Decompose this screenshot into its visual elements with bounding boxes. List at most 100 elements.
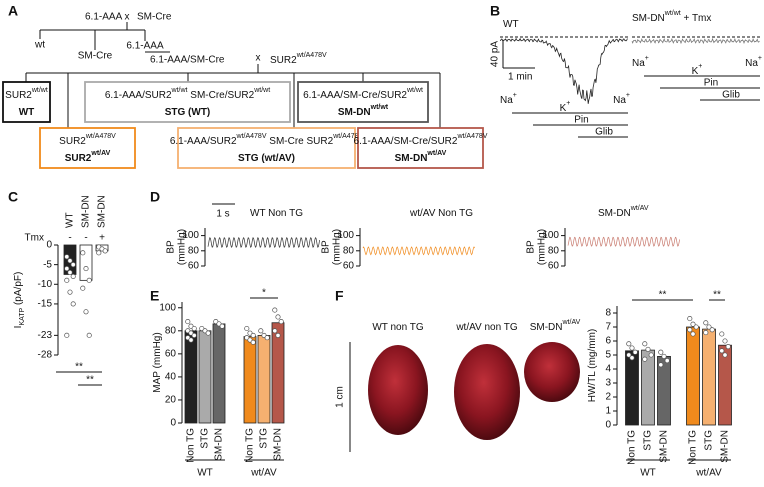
genotype-label: 6.1-AAA/SUR2wt/A478V SM-Cre SUR2wt/A478V <box>170 133 364 147</box>
data-point <box>687 327 693 333</box>
y-axis-label: (mmHg) <box>177 229 188 265</box>
superscript: wt/wt <box>406 87 423 94</box>
data-point <box>80 250 86 256</box>
scale-label: 1 min <box>508 72 532 83</box>
category-label: STG <box>643 430 654 451</box>
y-axis-label: (mmHg) <box>332 229 343 265</box>
data-point <box>703 330 709 336</box>
text-part: WT <box>503 19 519 30</box>
bar <box>271 322 285 424</box>
data-point <box>658 349 664 355</box>
bar <box>184 330 198 424</box>
superscript: + <box>645 55 649 62</box>
bp-trace <box>362 246 475 256</box>
superscript: wt/AV <box>90 150 110 157</box>
text-part: 6.1-AAA/SM-Cre/SUR2 <box>303 90 407 101</box>
text-part: 6.1-AAA/SUR2 <box>105 90 172 101</box>
text-part: Na <box>613 95 626 106</box>
data-point <box>693 324 699 330</box>
drug-label: Na+ <box>500 92 517 106</box>
data-point <box>83 266 89 272</box>
y-tick-label: 100 <box>337 230 354 241</box>
significance: ** <box>659 290 667 301</box>
y-tick-label: -15 <box>38 299 53 310</box>
data-point <box>244 325 250 332</box>
data-point <box>722 338 728 344</box>
y-tick-label: 60 <box>188 261 200 272</box>
data-point <box>67 289 73 295</box>
superscript: wt/A478V <box>296 52 327 59</box>
category-label: STG <box>200 428 211 449</box>
text-part: SUR2 <box>59 136 86 147</box>
current-trace <box>499 37 628 104</box>
data-point <box>706 324 712 330</box>
y-tick-label: -23 <box>38 330 53 341</box>
bar <box>686 326 700 426</box>
category-label: Non TG <box>245 428 256 463</box>
data-point <box>86 277 92 283</box>
trace-title: SM-DNwt/wt + Tmx <box>632 10 711 24</box>
group-label: wt/AV <box>250 468 277 479</box>
text-part: K <box>560 103 567 114</box>
data-point <box>632 349 638 355</box>
group-label: wt/AV <box>695 468 722 479</box>
superscript: + <box>758 55 762 62</box>
text-part: wt/AV non TG <box>455 322 518 333</box>
genotype-label: 6.1-AAA/SUR2wt/wt SM-Cre/SUR2wt/wt <box>105 87 270 101</box>
y-tick-label: 80 <box>165 325 177 336</box>
category-label: SM-DN <box>214 428 225 461</box>
group-name: STG (WT) <box>165 107 211 118</box>
data-point <box>272 328 278 334</box>
significance: ** <box>713 290 721 301</box>
data-point <box>67 258 73 264</box>
data-point <box>70 301 76 307</box>
genotype-label: SUR2wt/A478V <box>59 133 116 147</box>
row-label: Tmx <box>25 233 44 244</box>
data-point <box>83 309 89 315</box>
category-label: SM-DN <box>81 195 92 228</box>
data-point <box>661 353 667 359</box>
y-tick-label: 100 <box>159 302 176 313</box>
y-tick-label: -28 <box>38 350 53 361</box>
significance: ** <box>86 375 94 386</box>
text-part: SM-DN <box>632 13 665 24</box>
superscript: wt/A478V <box>332 133 363 140</box>
offspring-label: SM-Cre <box>78 51 113 62</box>
trace-title: WT <box>503 19 519 30</box>
cross-symbol: x <box>125 12 130 23</box>
text-part: 6.1-AAA/SM-Cre/SUR2 <box>354 136 458 147</box>
data-point <box>645 346 651 352</box>
superscript: wt/wt <box>664 10 681 17</box>
trace-title: wt/AV Non TG <box>409 208 473 219</box>
data-point <box>690 331 696 337</box>
image-label: SM-DNwt/AV <box>530 319 581 333</box>
superscript: wt/A478V <box>456 133 487 140</box>
bp-trace <box>567 236 680 247</box>
bar <box>212 323 226 424</box>
y-tick-label: 60 <box>343 261 355 272</box>
group-name: SUR2wt/AV <box>65 150 111 164</box>
bar <box>718 344 732 426</box>
text-part: Na <box>632 58 645 69</box>
y-tick-label: 0 <box>605 420 611 431</box>
drug-label: Na+ <box>613 92 630 106</box>
y-tick-label: 0 <box>170 418 176 429</box>
offspring-label: wt <box>34 40 45 51</box>
significance: ** <box>75 362 83 373</box>
y-tick-label: 5 <box>605 350 611 361</box>
data-point <box>722 352 728 358</box>
genotype-box <box>297 81 429 123</box>
text-part: + Tmx <box>681 13 712 24</box>
genotype-label: 6.1-AAA/SM-Cre/SUR2wt/A478V <box>354 133 488 147</box>
panel-label: F <box>335 288 344 304</box>
category-label: STG <box>704 430 715 451</box>
text-part: SUR2 <box>270 55 297 66</box>
panel-label: A <box>8 3 18 19</box>
text-part: (pA/pF) <box>13 272 24 308</box>
data-point <box>188 337 194 343</box>
text-part: WT <box>19 107 35 118</box>
data-point <box>629 355 635 361</box>
data-point <box>64 332 70 338</box>
